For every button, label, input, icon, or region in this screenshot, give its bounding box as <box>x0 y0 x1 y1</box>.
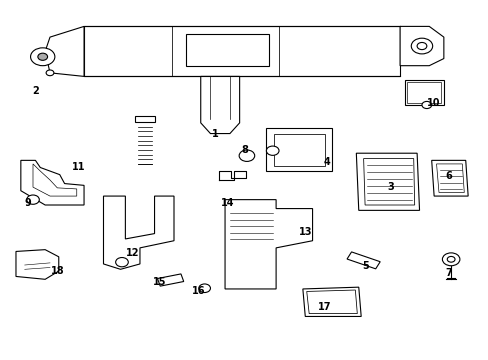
Text: 10: 10 <box>427 98 440 108</box>
Text: 5: 5 <box>362 261 368 271</box>
Polygon shape <box>16 249 59 279</box>
Polygon shape <box>201 76 239 134</box>
Polygon shape <box>266 128 331 171</box>
Polygon shape <box>45 26 84 76</box>
Circle shape <box>30 48 55 66</box>
Polygon shape <box>436 164 463 193</box>
Polygon shape <box>186 33 268 66</box>
Text: 18: 18 <box>50 266 64 276</box>
Text: 4: 4 <box>323 157 330 167</box>
Polygon shape <box>135 116 154 122</box>
Polygon shape <box>224 200 312 289</box>
Text: 11: 11 <box>72 162 86 172</box>
Polygon shape <box>399 26 443 66</box>
Text: 6: 6 <box>445 171 451 181</box>
Text: 1: 1 <box>211 129 218 139</box>
Polygon shape <box>302 287 361 316</box>
Text: 14: 14 <box>220 198 234 208</box>
Text: 12: 12 <box>126 248 139 258</box>
Circle shape <box>38 53 47 60</box>
Circle shape <box>27 195 39 204</box>
Polygon shape <box>21 160 84 205</box>
Polygon shape <box>103 196 174 269</box>
Circle shape <box>421 102 431 109</box>
Circle shape <box>239 150 254 161</box>
Circle shape <box>266 146 279 156</box>
Text: 15: 15 <box>152 277 166 287</box>
Text: 16: 16 <box>191 286 204 296</box>
Polygon shape <box>407 82 441 103</box>
Polygon shape <box>157 274 183 286</box>
Text: 3: 3 <box>386 182 393 192</box>
Circle shape <box>442 253 459 266</box>
Polygon shape <box>306 290 357 314</box>
Polygon shape <box>363 158 414 205</box>
Polygon shape <box>84 26 399 76</box>
Text: 8: 8 <box>241 145 247 155</box>
Polygon shape <box>33 164 77 196</box>
Circle shape <box>410 38 432 54</box>
Polygon shape <box>404 80 443 105</box>
Polygon shape <box>431 160 467 196</box>
Polygon shape <box>356 153 419 210</box>
Circle shape <box>416 42 426 50</box>
Circle shape <box>199 284 210 293</box>
Polygon shape <box>273 134 324 166</box>
Circle shape <box>116 257 128 267</box>
Text: 7: 7 <box>445 268 451 278</box>
Text: 13: 13 <box>298 227 311 237</box>
Text: 9: 9 <box>25 198 31 208</box>
Text: 2: 2 <box>32 86 39 96</box>
Circle shape <box>447 256 454 262</box>
Polygon shape <box>346 252 380 269</box>
Circle shape <box>46 70 54 76</box>
Text: 17: 17 <box>317 302 331 312</box>
